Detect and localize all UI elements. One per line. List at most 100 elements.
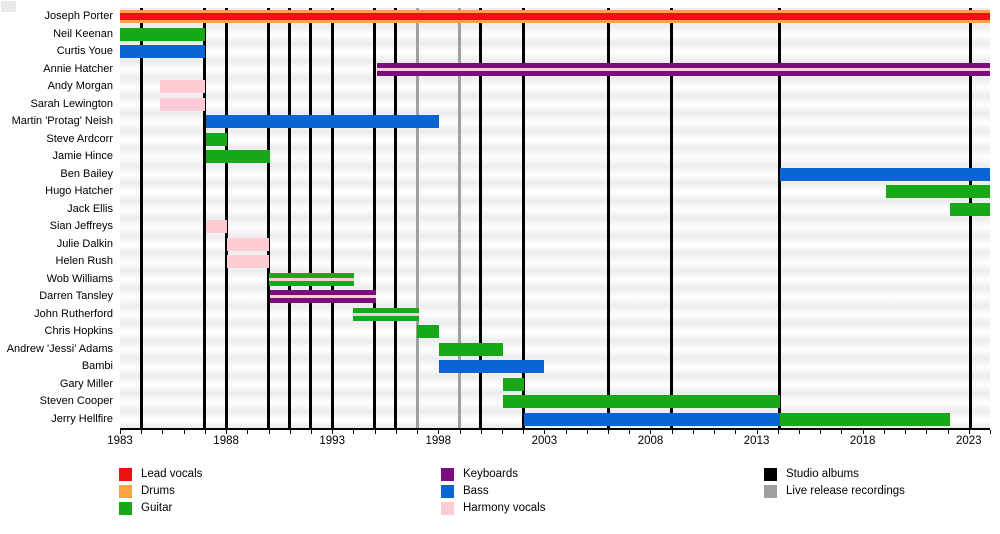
legend-swatch-harmony_vocals	[441, 502, 454, 515]
axis-tick	[841, 430, 843, 434]
studio-album-line	[394, 8, 398, 428]
member-label: Gary Miller	[59, 377, 113, 390]
guitar-bar	[268, 272, 355, 286]
screen-corner-artifact	[1, 1, 16, 12]
studio-album-line	[969, 8, 973, 428]
member-label: Andrew 'Jessi' Adams	[6, 342, 113, 355]
axis-tick	[501, 430, 503, 434]
member-label: Hugo Hatcher	[45, 185, 113, 198]
axis-year-label: 2023	[955, 435, 982, 447]
member-label: Curtis Youe	[56, 45, 113, 58]
studio-album-line	[139, 8, 143, 428]
studio-album-line	[521, 8, 525, 428]
member-label: Chris Hopkins	[44, 325, 113, 338]
axis-tick	[671, 430, 673, 434]
studio-album-line	[670, 8, 674, 428]
axis-tick	[141, 430, 143, 434]
axis-year-label: 1998	[425, 435, 452, 447]
harmony_vocals-stripe	[269, 295, 376, 299]
member-label: Joseph Porter	[44, 10, 113, 23]
legend-label-live_releases: Live release recordings	[786, 485, 905, 497]
axis-tick	[990, 430, 991, 434]
harmony_vocals-stripe	[376, 67, 990, 71]
guitar-bar	[779, 412, 950, 426]
legend-swatch-guitar	[119, 502, 132, 515]
member-label: Julie Dalkin	[56, 237, 113, 250]
member-row-band	[120, 43, 990, 61]
lead_vocals-stripe	[120, 13, 990, 21]
legend-swatch-lead_vocals	[119, 468, 132, 481]
member-label: Jerry Hellfire	[51, 412, 113, 425]
axis-year-label: 2003	[531, 435, 558, 447]
axis-year-label: 1993	[319, 435, 345, 447]
legend-swatch-studio_albums	[764, 468, 777, 481]
legend-label-drums: Drums	[141, 485, 175, 497]
axis-tick	[183, 430, 185, 434]
axis-tick	[629, 430, 631, 434]
harmony_vocals-bar	[160, 97, 205, 111]
guitar-bar	[503, 377, 525, 391]
axis-tick	[692, 430, 694, 434]
legend-label-guitar: Guitar	[141, 502, 173, 514]
axis-tick	[926, 430, 928, 434]
guitar-bar	[886, 185, 990, 199]
axis-tick	[650, 430, 652, 434]
axis-tick	[586, 430, 588, 434]
guitar-bar	[353, 307, 420, 321]
member-label: Steven Cooper	[39, 395, 113, 408]
axis-tick	[883, 430, 885, 434]
guitar-bar	[439, 342, 503, 356]
harmony_vocals-bar	[205, 220, 228, 234]
member-row-band	[120, 183, 990, 201]
member-row-band	[120, 78, 990, 96]
studio-album-line	[267, 8, 271, 428]
member-label: Jack Ellis	[67, 202, 113, 215]
axis-tick	[417, 430, 419, 434]
harmony_vocals-stripe	[268, 277, 355, 281]
live-release-line	[415, 8, 419, 428]
guitar-bar	[417, 325, 440, 339]
studio-album-line	[330, 8, 334, 428]
member-row-band	[120, 270, 990, 288]
member-row-band	[120, 25, 990, 43]
axis-tick	[947, 430, 949, 434]
axis-tick	[820, 430, 822, 434]
axis-tick	[289, 430, 291, 434]
harmony_vocals-bar	[227, 237, 269, 251]
legend-swatch-bass	[441, 485, 454, 498]
axis-tick	[120, 430, 121, 434]
axis-tick	[862, 430, 864, 434]
member-label: Jamie Hince	[52, 150, 113, 163]
guitar-bar	[120, 27, 205, 41]
axis-tick	[480, 430, 482, 434]
bass-bar	[524, 412, 780, 426]
axis-tick	[310, 430, 312, 434]
studio-album-line	[224, 8, 228, 428]
member-row-band	[120, 288, 990, 306]
studio-album-line	[606, 8, 610, 428]
harmony_vocals-stripe	[353, 312, 420, 316]
legend-swatch-live_releases	[764, 485, 777, 498]
studio-album-line	[309, 8, 313, 428]
member-row-band	[120, 148, 990, 166]
live-release-line	[458, 8, 461, 428]
axis-tick	[735, 430, 737, 434]
axis-tick	[777, 430, 779, 434]
member-row-band	[120, 130, 990, 148]
harmony_vocals-bar	[227, 255, 269, 269]
member-label: Martin 'Protag' Neish	[11, 115, 113, 128]
guitar-bar	[949, 202, 990, 216]
legend-label-keyboards: Keyboards	[463, 468, 518, 480]
bass-bar	[779, 167, 990, 181]
studio-album-line	[373, 8, 377, 428]
member-row-band	[120, 235, 990, 253]
axis-tick	[374, 430, 376, 434]
axis-tick	[905, 430, 907, 434]
member-row-band	[120, 165, 990, 183]
axis-tick	[332, 430, 334, 434]
member-label: Helen Rush	[55, 255, 113, 268]
axis-tick	[353, 430, 355, 434]
axis-tick	[544, 430, 546, 434]
studio-album-line	[778, 8, 782, 428]
studio-album-line	[288, 8, 292, 428]
